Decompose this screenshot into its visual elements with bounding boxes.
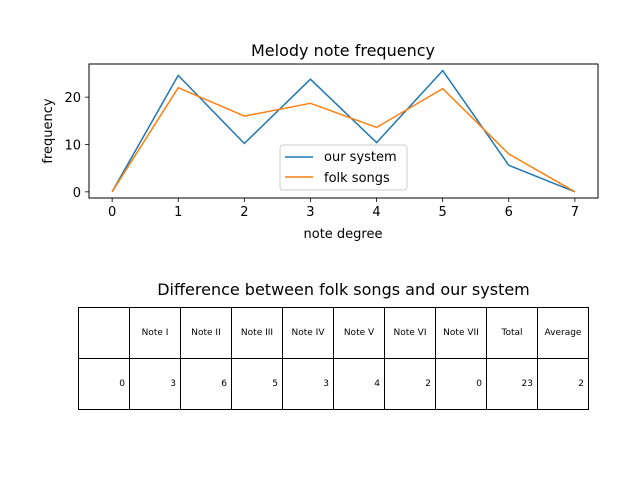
x-axis-label: note degree <box>304 227 383 242</box>
legend-label-folk-songs: folk songs <box>324 171 390 186</box>
legend-label-our-system: our system <box>324 150 397 165</box>
table-cell: 6 <box>180 358 232 410</box>
y-tick-label: 20 <box>64 91 81 106</box>
table-cell: 0 <box>78 358 130 410</box>
x-tick-label: 3 <box>306 205 314 220</box>
table-header-cell: Note I <box>129 307 181 359</box>
table-header-cell: Note III <box>231 307 283 359</box>
table-header-cell <box>78 307 130 359</box>
x-tick-label: 0 <box>108 205 116 220</box>
table-header-cell: Note VII <box>435 307 487 359</box>
series-line-folk-songs <box>111 86 576 193</box>
table-title: Difference between folk songs and our sy… <box>157 280 530 299</box>
chart-title: Melody note frequency <box>251 41 435 60</box>
x-tick-label: 2 <box>240 205 248 220</box>
table-cell: 2 <box>384 358 436 410</box>
x-tick-label: 5 <box>439 205 447 220</box>
table-header-cell: Average <box>537 307 589 359</box>
table-header-cell: Note IV <box>282 307 334 359</box>
table-header-cell: Note II <box>180 307 232 359</box>
plot-frame <box>88 63 599 199</box>
x-tick-label: 1 <box>174 205 182 220</box>
table-cell: 3 <box>129 358 181 410</box>
series-line-our-system <box>111 69 576 193</box>
y-tick-label: 10 <box>64 138 81 153</box>
table-header-cell: Note VI <box>384 307 436 359</box>
x-tick-label: 6 <box>505 205 513 220</box>
table-cell: 0 <box>435 358 487 410</box>
x-tick-label: 4 <box>372 205 380 220</box>
table-header-cell: Note V <box>333 307 385 359</box>
table-cell: 4 <box>333 358 385 410</box>
table-header-row: Note I Note II Note III Note IV Note V N… <box>78 307 589 359</box>
y-axis-label: frequency <box>41 98 56 164</box>
table-cell: 5 <box>231 358 283 410</box>
table-cell: 2 <box>537 358 589 410</box>
table-header-cell: Total <box>486 307 538 359</box>
legend: our system folk songs <box>279 144 408 191</box>
table-row: 0 3 6 5 3 4 2 0 23 2 <box>78 358 589 410</box>
x-tick-label: 7 <box>571 205 579 220</box>
table-cell: 23 <box>486 358 538 410</box>
y-tick-label: 0 <box>73 186 81 201</box>
table-cell: 3 <box>282 358 334 410</box>
difference-table: Note I Note II Note III Note IV Note V N… <box>78 307 589 410</box>
